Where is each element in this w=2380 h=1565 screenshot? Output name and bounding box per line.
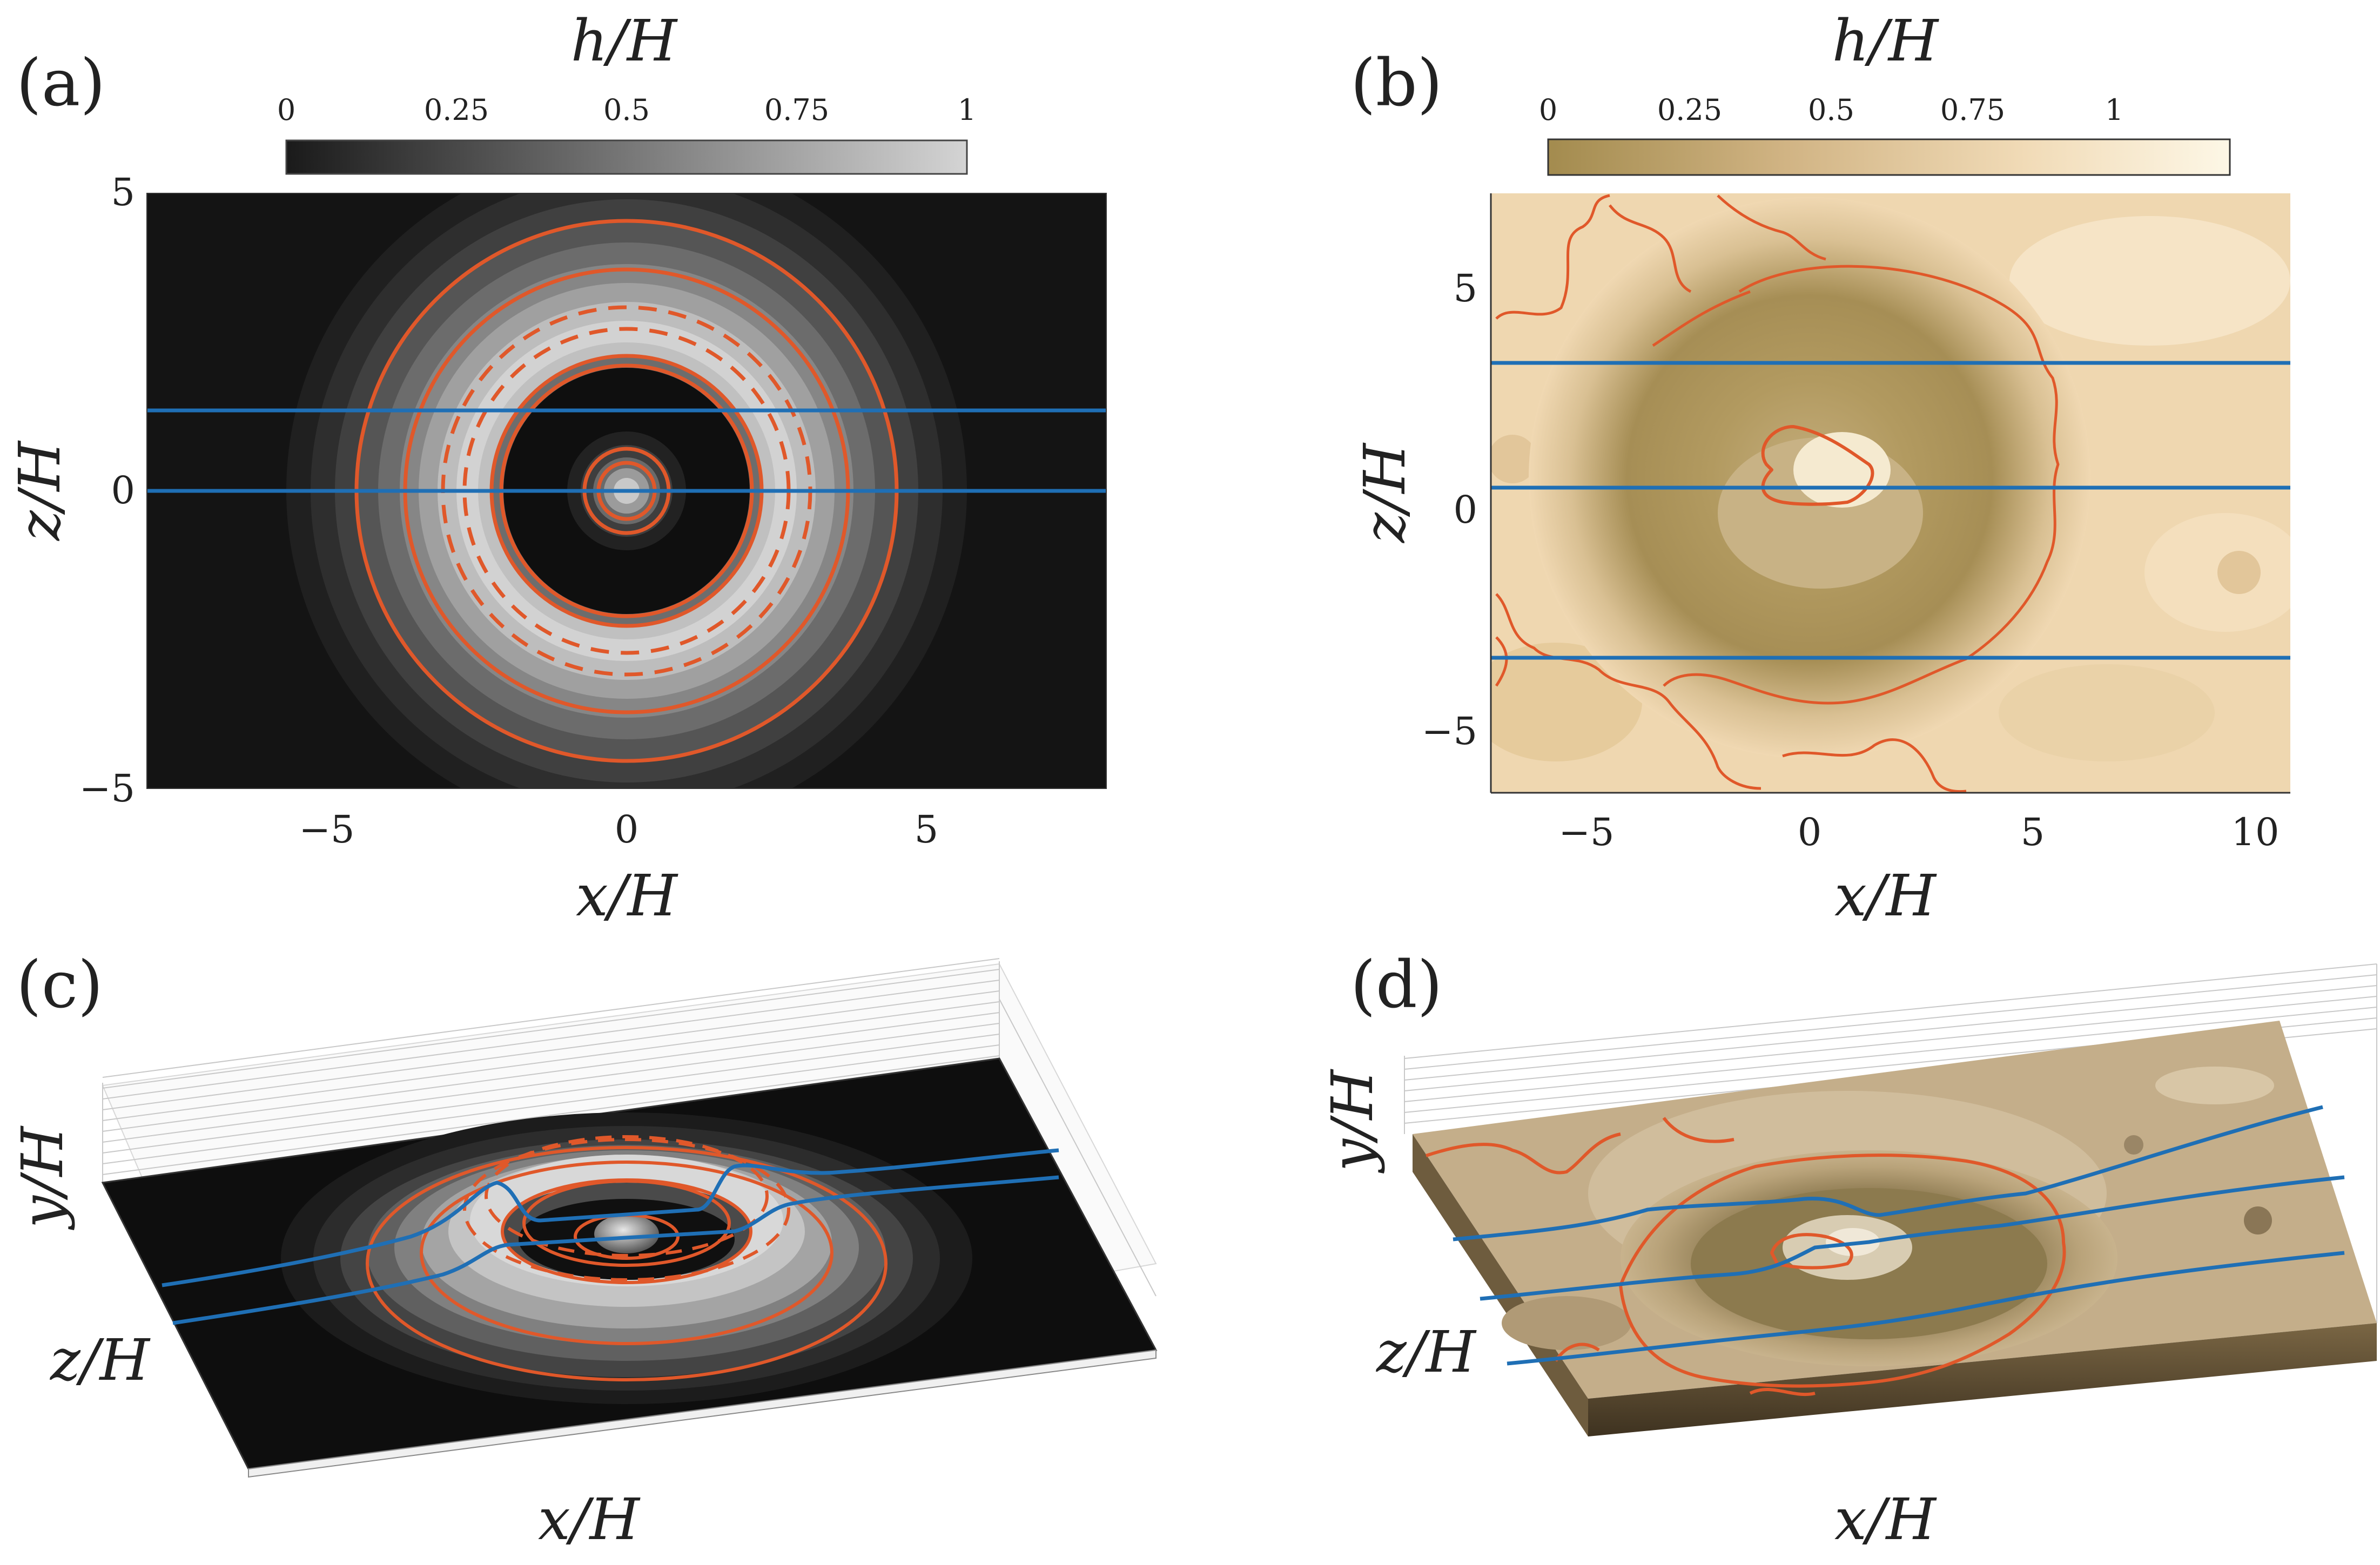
panel-b-ylabel: z/H (1352, 442, 1418, 544)
panel-a-ticks: 5 0 −5 −5 0 5 (79, 170, 938, 852)
contour-lines-3d (366, 1135, 888, 1381)
panel-b-plot (1490, 193, 2290, 794)
panel-b-colorbar-label: h/H (1832, 8, 1940, 74)
x-tick: −5 (299, 807, 354, 852)
streamlines (1491, 361, 2290, 660)
panel-a-label: (a) (16, 46, 105, 121)
colorbar-gradient (285, 139, 968, 175)
panel-a: (a) h/H 0 0.25 0.5 0.75 1 (6, 8, 1107, 929)
x-tick: 5 (2021, 810, 2045, 854)
x-tick: 5 (915, 807, 939, 852)
panel-c-label: (c) (16, 948, 103, 1023)
streamline (1453, 1105, 2323, 1242)
panel-b: (b) h/H 0 0.25 0.5 0.75 1 (1350, 8, 2290, 929)
panel-b-ticks: 5 0 −5 −5 0 5 10 (1422, 266, 2280, 854)
panel-d-ylabel: y/H (1319, 1068, 1386, 1173)
x-tick: −5 (1558, 810, 1614, 854)
panel-d: (d) (1319, 948, 2377, 1553)
panel-b-colorbar: 0 0.25 0.5 0.75 1 (1539, 93, 2231, 176)
panel-c-zlabel: z/H (49, 1327, 151, 1393)
colorbar-tick: 0.25 (424, 93, 489, 127)
panel-c-ylabel: y/H (9, 1125, 76, 1230)
y-tick: −5 (79, 766, 135, 811)
panel-a-colorbar: 0 0.25 0.5 0.75 1 (277, 93, 976, 175)
terrain-contours-gray (286, 193, 967, 788)
contour-lines-3d (1426, 1117, 2066, 1397)
colorbar-tick: 1 (2105, 93, 2123, 127)
colorbar-tick: 0 (1539, 93, 1557, 127)
streamlines-3d (162, 1148, 1059, 1325)
panel-c-xlabel: x/H (538, 1486, 641, 1553)
colorbar-tick: 0.5 (603, 93, 650, 127)
panel-d-xlabel: x/H (1834, 1486, 1937, 1553)
panel-a-ylabel: z/H (6, 440, 73, 542)
x-tick: 0 (1798, 810, 1822, 854)
colorbar-tick: 0.75 (1940, 93, 2005, 127)
streamline (1480, 1175, 2345, 1301)
panel-b-xlabel: x/H (1834, 862, 1937, 929)
colorbar-tick: 0 (277, 93, 295, 127)
colorbar-gradient (1547, 138, 2231, 176)
terrain-texture (1491, 197, 2290, 761)
panel-d-label: (d) (1350, 948, 1442, 1023)
streamlines (147, 408, 1106, 493)
colorbar-tick: 0.5 (1808, 93, 1854, 127)
colorbar-tick: 0.75 (764, 93, 829, 127)
y-tick: 0 (1453, 488, 1477, 532)
x-tick: 0 (615, 807, 639, 852)
y-tick: 0 (111, 468, 135, 512)
streamlines-3d (1453, 1105, 2345, 1366)
panel-a-plot (146, 193, 1107, 789)
panel-b-label: (b) (1350, 46, 1442, 121)
streamline (1507, 1251, 2345, 1366)
panel-a-xlabel: x/H (576, 862, 678, 929)
y-tick: −5 (1422, 709, 1477, 753)
y-tick: 5 (111, 170, 135, 214)
panel-d-zlabel: z/H (1375, 1319, 1477, 1385)
y-tick: 5 (1453, 266, 1477, 311)
panel-c: (c) (9, 948, 1158, 1553)
colorbar-tick: 0.25 (1657, 93, 1722, 127)
contour-lines (1495, 194, 2060, 793)
panel-a-colorbar-label: h/H (571, 8, 678, 74)
streamline (162, 1148, 1059, 1287)
colorbar-tick: 1 (958, 93, 976, 127)
x-tick: 10 (2231, 810, 2279, 854)
streamline (172, 1175, 1059, 1325)
